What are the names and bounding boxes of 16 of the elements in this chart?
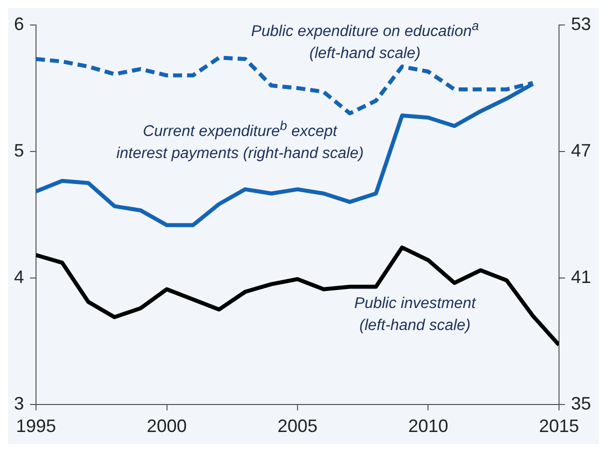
- y-tick-label: 4: [14, 266, 24, 287]
- x-tick-label: 2015: [538, 416, 579, 436]
- y-tick-label: 6: [14, 14, 24, 34]
- y-tick-label: 5: [14, 140, 24, 160]
- y2-tick-label: 53: [570, 14, 592, 34]
- x-tick-label: 2005: [277, 416, 318, 436]
- y2-tick-label: 35: [570, 393, 592, 414]
- x-tick-label: 2010: [408, 416, 448, 436]
- x-tick-label: 1995: [16, 416, 56, 436]
- y2-tick-label: 41: [570, 266, 592, 287]
- text: Public expenditure on education$^{a}$ (left-hand scale): [251, 18, 479, 62]
- annotation: Current expenditure$^{b}$ except interest payments (right-hand scale): [116, 116, 364, 164]
- x-tick-label: 2000: [146, 416, 187, 436]
- y2-tick-label: 47: [570, 140, 592, 160]
- y-tick-label: 3: [14, 393, 24, 414]
- annotation: Public investment (left-hand scale): [354, 294, 476, 336]
